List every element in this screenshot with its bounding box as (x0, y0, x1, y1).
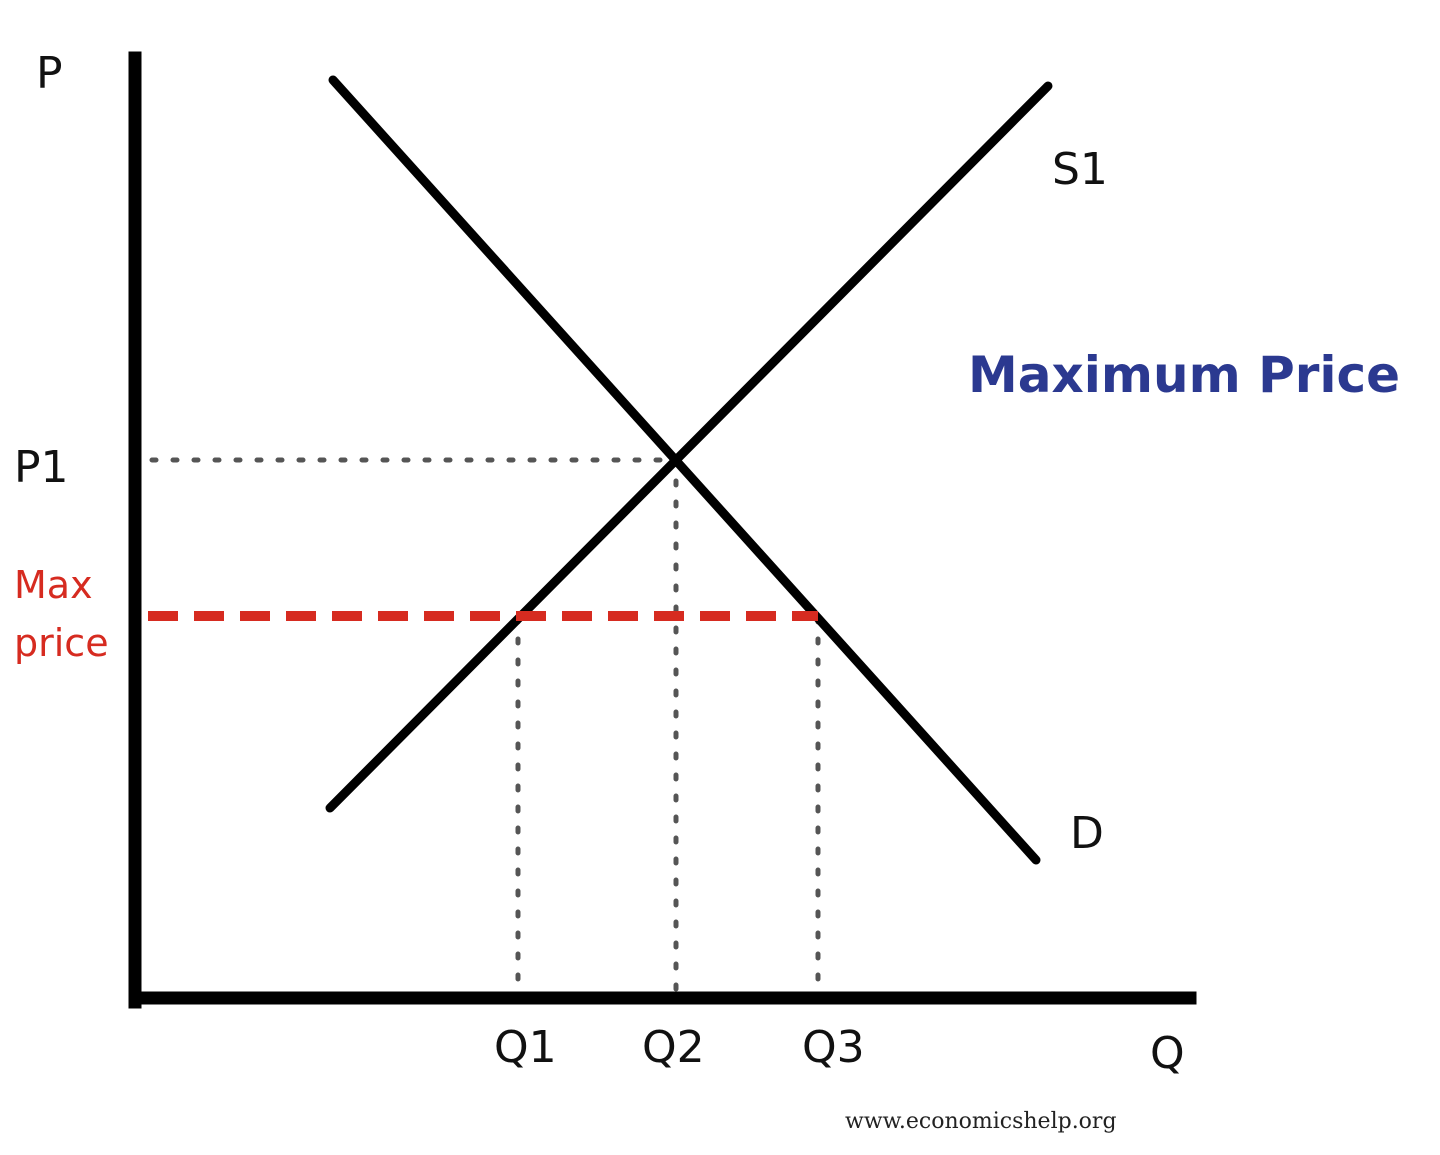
diagram-title: Maximum Price (968, 346, 1400, 404)
q1-label: Q1 (494, 1022, 557, 1073)
max-price-label-line2: price (14, 621, 109, 665)
y-axis-label: P (36, 48, 63, 99)
demand-label: D (1070, 808, 1104, 859)
q2-label: Q2 (642, 1022, 705, 1073)
supply-curve (325, 81, 1053, 813)
max-price-label-line1: Max (14, 563, 93, 607)
source-credit: www.economicshelp.org (845, 1109, 1117, 1134)
supply-label: S1 (1052, 144, 1108, 195)
x-axis-label: Q (1150, 1028, 1185, 1079)
p1-label: P1 (14, 442, 69, 493)
q3-label: Q3 (802, 1022, 865, 1073)
demand-curve (328, 75, 1041, 865)
